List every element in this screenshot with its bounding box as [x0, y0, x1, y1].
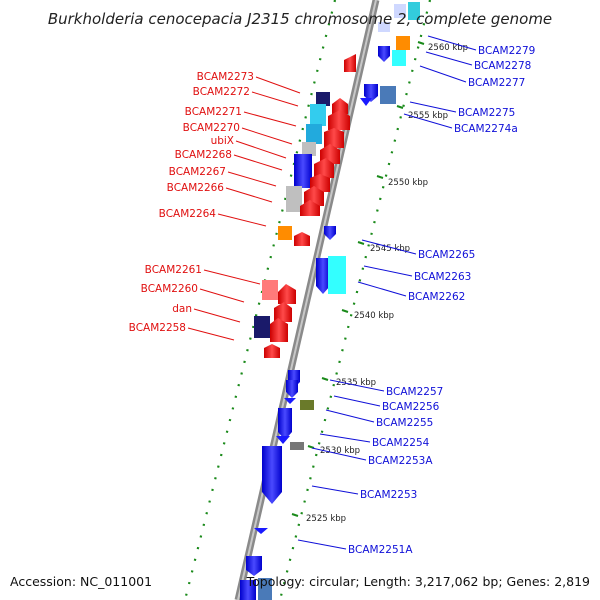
gene-label: BCAM2256	[382, 401, 440, 413]
scale-label: 2525 kbp	[306, 514, 346, 524]
scale-label: 2560 kbp	[428, 43, 468, 53]
scale-label: 2550 kbp	[388, 178, 428, 188]
gene-label: BCAM2253A	[368, 455, 433, 467]
gene-label: BCAM2263	[414, 271, 471, 283]
gene-label: BCAM2273	[197, 71, 254, 83]
accession-label: Accession: NC_011001	[10, 574, 152, 589]
scale-label: 2545 kbp	[370, 244, 410, 254]
backbone-highlight	[237, 0, 377, 600]
gene-label: BCAM2258	[129, 322, 186, 334]
scale-label: 2535 kbp	[336, 378, 376, 388]
scale-label: 2555 kbp	[408, 111, 448, 121]
gene-label: BCAM2278	[474, 60, 531, 72]
gene-label: BCAM2267	[169, 166, 226, 178]
genome-summary: Topology: circular; Length: 3,217,062 bp…	[246, 574, 590, 589]
gene-label: BCAM2254	[372, 437, 430, 449]
gene-label: BCAM2277	[468, 77, 525, 89]
scale-ticks	[291, 41, 425, 517]
gene-label: BCAM2260	[141, 283, 198, 295]
scale-label: 2530 kbp	[320, 446, 360, 456]
gene-label: BCAM2262	[408, 291, 465, 303]
forward-leader-lines	[297, 35, 477, 550]
gene-label: BCAM2268	[175, 149, 232, 161]
gene-label: BCAM2251A	[348, 544, 413, 556]
gene-label: BCAM2253	[360, 489, 417, 501]
gene-label: ubiX	[211, 135, 234, 147]
gene-label: BCAM2255	[376, 417, 433, 429]
gene-label: BCAM2265	[418, 249, 475, 261]
reverse-gene-labels: BCAM2273 BCAM2272 BCAM2271 BCAM2270 ubiX…	[129, 71, 254, 334]
gene-label: BCAM2279	[478, 45, 535, 57]
map-title: Burkholderia cenocepacia J2315 chromosom…	[48, 10, 552, 28]
gene-label: BCAM2275	[458, 107, 515, 119]
scale-label: 2540 kbp	[354, 311, 394, 321]
gene-label: BCAM2264	[159, 208, 217, 220]
gene-label: BCAM2270	[183, 122, 240, 134]
gene-label: BCAM2266	[167, 182, 225, 194]
forward-gene-labels: BCAM2279 BCAM2278 BCAM2277 BCAM2275 BCAM…	[348, 45, 535, 556]
gene-label: BCAM2274a	[454, 123, 518, 135]
forward-strand-features	[240, 2, 420, 600]
reverse-leader-lines	[187, 76, 301, 341]
gene-label: BCAM2261	[145, 264, 202, 276]
reverse-strand-features	[254, 54, 356, 358]
gene-label: dan	[172, 303, 192, 315]
gene-label: BCAM2257	[386, 386, 443, 398]
gene-label: BCAM2272	[193, 86, 250, 98]
gene-label: BCAM2271	[185, 106, 242, 118]
